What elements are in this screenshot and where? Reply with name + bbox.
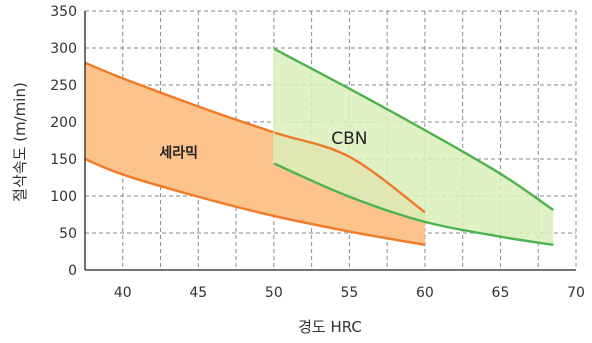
series-label-ceramic: 세라믹 bbox=[159, 145, 198, 162]
x-tick-label: 60 bbox=[416, 285, 434, 301]
y-tick-label: 250 bbox=[50, 78, 77, 94]
band-upper-line-ceramic bbox=[84, 61, 426, 214]
y-axis-label: 절삭속도 (m/min) bbox=[11, 82, 29, 202]
axes bbox=[84, 11, 576, 271]
x-tick-label: 50 bbox=[265, 285, 283, 301]
band-fill-cbn bbox=[273, 48, 554, 245]
y-tick-label: 200 bbox=[50, 115, 77, 131]
y-tick-label: 50 bbox=[59, 226, 77, 242]
y-tick-label: 350 bbox=[50, 4, 77, 20]
y-tick-label: 150 bbox=[50, 152, 77, 168]
band-upper-line-cbn bbox=[273, 47, 555, 212]
x-tick-label: 40 bbox=[114, 285, 132, 301]
band-lower-line-cbn bbox=[273, 162, 554, 247]
x-axis-label: 경도 HRC bbox=[298, 318, 362, 336]
y-tick-label: 300 bbox=[50, 41, 77, 57]
x-tick-label: 65 bbox=[492, 285, 510, 301]
y-tick-label: 0 bbox=[68, 263, 77, 279]
bands bbox=[84, 47, 555, 247]
labels: 0 50 100 150 200 250 300 350 40 45 50 55 60 65 70 세라믹 CB… bbox=[50, 4, 585, 301]
series-label-cbn: CBN bbox=[331, 129, 367, 149]
x-tick-label: 45 bbox=[189, 285, 207, 301]
x-tick-label: 55 bbox=[340, 285, 358, 301]
band-fill-ceramic bbox=[85, 62, 425, 245]
x-tick-label: 70 bbox=[567, 285, 585, 301]
band-lower-line-ceramic bbox=[84, 157, 426, 247]
y-tick-label: 100 bbox=[50, 189, 77, 205]
